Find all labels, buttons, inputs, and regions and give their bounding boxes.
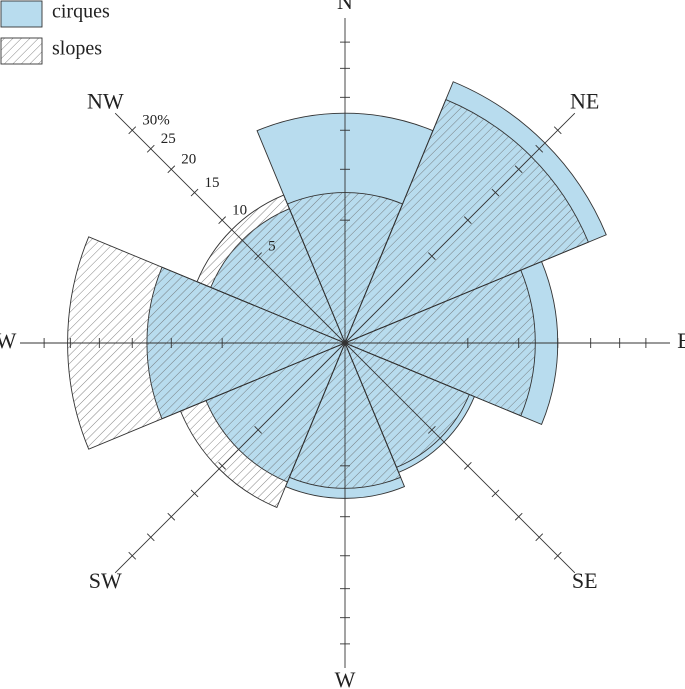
r-tick-label: 15 — [205, 175, 220, 191]
tick-mark — [167, 512, 176, 521]
tick-mark — [491, 489, 500, 498]
tick-mark — [535, 144, 544, 153]
tick-mark — [428, 252, 436, 260]
tick-mark — [514, 165, 523, 174]
r-tick-label: 30% — [142, 113, 170, 129]
legend-label: slopes — [52, 38, 102, 60]
tick-mark — [463, 461, 472, 470]
direction-label: NE — [570, 88, 599, 113]
direction-label: NW — [87, 88, 124, 113]
tick-mark — [428, 426, 436, 434]
tick-mark — [553, 126, 562, 135]
direction-label: W — [335, 667, 356, 689]
tick-mark — [491, 188, 500, 197]
r-tick-label: 20 — [181, 152, 196, 168]
legend-swatch — [0, 0, 43, 28]
tick-mark — [128, 126, 137, 135]
axis-line — [114, 112, 346, 344]
r-tick-label: 10 — [232, 203, 247, 219]
tick-mark — [553, 551, 562, 560]
direction-label: SW — [89, 568, 122, 593]
legend-label: cirques — [52, 1, 110, 23]
tick-mark — [218, 461, 227, 470]
legend-swatch — [0, 37, 43, 65]
axis-line — [344, 342, 576, 574]
tick-mark — [254, 426, 262, 434]
tick-mark — [535, 533, 544, 542]
r-tick-label: 25 — [161, 131, 176, 147]
tick-mark — [146, 144, 155, 153]
r-tick-label: 5 — [268, 239, 276, 255]
direction-label: SE — [572, 568, 598, 593]
tick-mark — [218, 216, 227, 225]
axis-line — [344, 112, 576, 344]
tick-mark — [128, 551, 137, 560]
tick-mark — [146, 533, 155, 542]
tick-mark — [254, 252, 262, 260]
tick-mark — [190, 188, 199, 197]
direction-label: N — [337, 0, 353, 14]
tick-mark — [190, 489, 199, 498]
direction-label: W — [0, 328, 17, 353]
axis-line — [114, 342, 346, 574]
tick-mark — [514, 512, 523, 521]
tick-mark — [463, 216, 472, 225]
tick-mark — [167, 165, 176, 174]
direction-label: E — [677, 328, 685, 353]
